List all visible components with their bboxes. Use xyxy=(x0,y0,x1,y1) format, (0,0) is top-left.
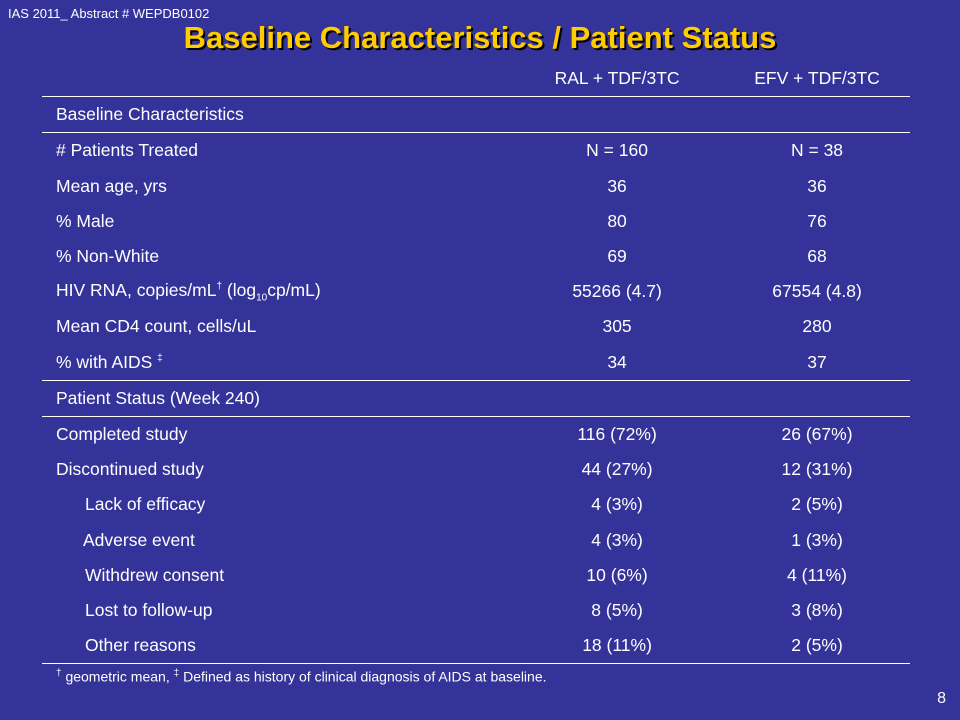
table-row: Mean CD4 count, cells/uL 305 280 xyxy=(42,309,910,344)
efv-value: 26 (67%) xyxy=(781,423,853,444)
row-label: Lack of efficacy xyxy=(85,494,206,515)
efv-value: 1 (3%) xyxy=(791,529,843,550)
row-label: Discontinued study xyxy=(56,459,204,480)
ral-value: 4 (3%) xyxy=(591,494,643,515)
table-row: Lost to follow-up 8 (5%) 3 (8%) xyxy=(42,593,910,628)
ral-value: 55266 (4.7) xyxy=(572,281,662,302)
efv-value: 2 (5%) xyxy=(791,494,843,515)
slide-title: Baseline Characteristics / Patient Statu… xyxy=(183,20,777,55)
efv-value: N = 38 xyxy=(790,140,844,161)
baseline-table: RAL + TDF/3TC EFV + TDF/3TC Baseline Cha… xyxy=(42,61,910,665)
ral-value: 80 xyxy=(607,210,627,231)
footnote-dagger: † xyxy=(56,668,62,679)
efv-value: 68 xyxy=(807,246,827,267)
table-row: Mean age, yrs 36 36 xyxy=(42,169,910,204)
column-header-efv: EFV + TDF/3TC xyxy=(724,61,910,98)
table-row: % Non-White 69 68 xyxy=(42,239,910,274)
table-row: Lack of efficacy 4 (3%) 2 (5%) xyxy=(42,487,910,522)
subscript: 10 xyxy=(256,292,268,304)
efv-value: 76 xyxy=(807,210,827,231)
ral-value: N = 160 xyxy=(586,140,648,161)
dagger-mark: † xyxy=(216,281,223,293)
row-label-hiv-rna: HIV RNA, copies/mL† (log10cp/mL) xyxy=(42,274,510,309)
efv-value: 36 xyxy=(807,175,827,196)
ral-value: 4 (3%) xyxy=(591,529,643,550)
row-label: # Patients Treated xyxy=(56,140,199,161)
section-label-baseline: Baseline Characteristics xyxy=(42,96,910,134)
efv-value: 67554 (4.8) xyxy=(772,281,862,302)
table-row: Discontinued study 44 (27%) 12 (31%) xyxy=(42,452,910,487)
table-row: % Male 80 76 xyxy=(42,204,910,239)
section-row-status: Patient Status (Week 240) xyxy=(42,380,910,417)
row-label: Adverse event xyxy=(83,529,195,550)
efv-value: 3 (8%) xyxy=(791,599,843,620)
efv-value: 280 xyxy=(802,316,832,337)
efv-value: 37 xyxy=(724,344,910,381)
page-number: 8 xyxy=(937,690,946,707)
label-part: HIV RNA, copies/mL xyxy=(56,279,217,300)
table-row: Completed study 116 (72%) 26 (67%) xyxy=(42,416,910,452)
table-row: # Patients Treated N = 160 N = 38 xyxy=(42,133,910,169)
row-label: Lost to follow-up xyxy=(85,599,213,620)
ral-value: 44 (27%) xyxy=(581,459,653,480)
ral-value: 8 (5%) xyxy=(591,599,643,620)
footnote: † geometric mean, ‡ Defined as history o… xyxy=(56,668,547,685)
efv-value: 2 (5%) xyxy=(724,628,910,665)
table-row: Withdrew consent 10 (6%) 4 (11%) xyxy=(42,558,910,593)
label-part: (log xyxy=(222,279,257,300)
footnote-double-dagger: ‡ xyxy=(173,668,180,679)
row-label: Withdrew consent xyxy=(85,564,225,585)
ral-value: 34 xyxy=(510,344,725,381)
ral-value: 69 xyxy=(607,246,627,267)
label-part: cp/mL) xyxy=(267,279,321,300)
table-row: HIV RNA, copies/mL† (log10cp/mL) 55266 (… xyxy=(42,274,910,309)
table-row: Other reasons 18 (11%) 2 (5%) xyxy=(42,628,910,665)
table-row: % with AIDS ‡ 34 37 xyxy=(42,344,910,381)
ral-value: 36 xyxy=(607,175,627,196)
table-header-row: RAL + TDF/3TC EFV + TDF/3TC xyxy=(42,61,910,98)
row-label: % Male xyxy=(56,210,115,231)
column-header-ral: RAL + TDF/3TC xyxy=(510,61,725,98)
section-row-baseline: Baseline Characteristics xyxy=(42,96,910,134)
row-label: Completed study xyxy=(56,423,188,444)
ral-value: 116 (72%) xyxy=(577,423,657,444)
header-blank-cell xyxy=(42,61,511,98)
label-part: % with AIDS xyxy=(56,351,158,372)
row-label-aids: % with AIDS ‡ xyxy=(42,344,511,381)
ral-value: 305 xyxy=(602,316,632,337)
row-label: Other reasons xyxy=(42,628,511,665)
ral-value: 18 (11%) xyxy=(510,628,725,665)
footnote-text: geometric mean, xyxy=(61,668,174,685)
efv-value: 12 (31%) xyxy=(781,459,853,480)
efv-value: 4 (11%) xyxy=(787,564,848,585)
abstract-reference: IAS 2011_ Abstract # WEPDB0102 xyxy=(8,6,210,21)
section-label-status: Patient Status (Week 240) xyxy=(42,380,910,417)
footnote-text: Defined as history of clinical diagnosis… xyxy=(179,668,547,685)
row-label: % Non-White xyxy=(56,246,160,267)
double-dagger-mark: ‡ xyxy=(157,352,163,364)
ral-value: 10 (6%) xyxy=(586,564,648,585)
table-row: Adverse event 4 (3%) 1 (3%) xyxy=(42,522,910,557)
row-label: Mean age, yrs xyxy=(56,175,167,196)
row-label: Mean CD4 count, cells/uL xyxy=(56,316,257,337)
